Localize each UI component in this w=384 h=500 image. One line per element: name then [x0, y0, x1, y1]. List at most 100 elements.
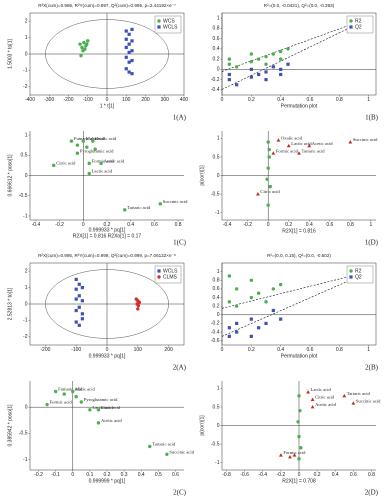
fit-line — [221, 17, 369, 72]
panel: R²=(0.0, 0.15), Q²=(0.0, -0.502) 0 0.2 0.4 0… — [211, 253, 379, 371]
x-tick-label: 0.3 — [121, 472, 128, 478]
point-label: Formic acid — [283, 450, 306, 455]
point — [310, 404, 315, 409]
point — [91, 139, 95, 143]
x-tick-label: 0.2 — [248, 97, 255, 103]
y-tick-label: 0.6 — [213, 36, 220, 42]
x-tick-label: 0.6 — [350, 472, 357, 478]
point — [124, 67, 128, 71]
point — [80, 317, 84, 321]
point — [93, 147, 97, 151]
point-label: Succinic acid — [169, 449, 194, 454]
x-axis-label: 0.999933 * pq[1] — [89, 227, 126, 233]
legend-swatch — [349, 269, 353, 273]
panel: -0.2 -0.1 0 0.1 0.2 0.3 0.4 0.5 0.6 -1 -0.5 0 0.9999… — [7, 381, 195, 497]
point — [51, 163, 56, 168]
x-tick-label: 0.2 — [285, 222, 292, 228]
x-tick-label: 0.8 — [336, 347, 343, 353]
point — [227, 300, 232, 304]
point — [310, 397, 315, 401]
y-tick-label: -1 — [215, 460, 220, 466]
point — [45, 402, 49, 407]
y-tick-label: 0.5 — [213, 154, 220, 160]
point-label: Lactic acid — [92, 405, 113, 410]
panel-tag: 2(A) — [173, 364, 187, 372]
point — [85, 42, 89, 46]
y-axis-label: 0.666612 * poso[1] — [7, 154, 13, 197]
point — [83, 47, 87, 51]
point-label: Succinic acid — [163, 199, 188, 204]
point — [268, 184, 272, 189]
y-axis-label: 2.52813 * to[1] — [7, 287, 13, 320]
point — [298, 408, 302, 413]
point-label: Oxalic acid — [281, 135, 303, 140]
point — [127, 60, 131, 64]
y-tick-label: -1 — [23, 213, 28, 219]
point — [96, 408, 101, 412]
x-tick-label: 0.4 — [332, 472, 339, 478]
point — [297, 394, 301, 398]
point — [71, 389, 75, 394]
y-tick-label: -1 — [215, 210, 220, 216]
point — [342, 393, 347, 398]
x-tick-label: 200 — [164, 347, 173, 353]
x-axis-label: 1 * t[1] — [100, 103, 115, 109]
y-tick-label: 0 — [25, 301, 28, 307]
point — [85, 145, 89, 149]
y-tick-label: -0.5 — [19, 193, 28, 199]
y-tick-label: -0.5 — [19, 431, 28, 437]
x-tick-label: -200 — [63, 97, 73, 103]
point — [96, 421, 101, 425]
x-tick-label: 0.5 — [155, 472, 162, 478]
point — [77, 294, 81, 298]
point — [264, 54, 268, 59]
x-tick-label: 0.8 — [336, 97, 343, 103]
y-axis-label: p(corr)[1] — [199, 165, 205, 186]
panel: -0.4 -0.2 0 0.2 0.4 0.6 0.8 1 -1 -0.5 0 0.5 1 R2X[1] … — [199, 131, 379, 247]
point — [297, 457, 301, 461]
x-tick-label: 0 — [71, 472, 74, 478]
point-label: Pyroglutamic acid — [84, 397, 118, 402]
point — [264, 300, 268, 304]
point-label: Acetic acid — [312, 141, 333, 146]
point — [266, 203, 270, 207]
point — [264, 321, 268, 326]
point-label: Acetic acid — [101, 418, 122, 423]
x-tick-label: 100 — [134, 347, 143, 353]
point-label: Malic acid — [75, 387, 95, 392]
point — [279, 317, 283, 321]
x-tick-label: 300 — [161, 97, 170, 103]
point — [265, 177, 269, 181]
point-label: Citric acid — [260, 189, 280, 194]
point — [148, 444, 152, 449]
y-tick-label: 0 — [25, 405, 28, 411]
point — [99, 161, 103, 166]
point-label: Lactic acid — [291, 141, 312, 146]
point — [279, 72, 283, 77]
x-tick-label: 0 — [298, 472, 301, 478]
point — [124, 55, 128, 59]
y-tick-label: -0.2 — [211, 77, 220, 83]
x-tick-label: 200 — [141, 97, 150, 103]
point — [279, 67, 283, 71]
point — [79, 53, 83, 58]
point — [124, 45, 128, 50]
x-tick-label: -100 — [83, 97, 93, 103]
x-tick-label: -0.1 — [51, 472, 60, 478]
point — [127, 70, 131, 74]
point — [124, 29, 128, 33]
point — [88, 408, 92, 412]
point — [130, 49, 134, 53]
point — [249, 67, 253, 71]
x-tick-label: 0.8 — [368, 472, 375, 478]
point — [297, 434, 301, 439]
legend-label: R2 — [355, 18, 362, 24]
point-label: Tartaric acid — [127, 205, 151, 210]
point — [136, 303, 141, 308]
x-axis-label: Permutation plot — [281, 353, 318, 359]
x-tick-label: -0.2 — [277, 472, 286, 478]
y-tick-label: -0.5 — [211, 441, 220, 447]
point — [130, 58, 134, 63]
point — [75, 151, 80, 155]
y-tick-label: 0.4 — [213, 295, 220, 301]
